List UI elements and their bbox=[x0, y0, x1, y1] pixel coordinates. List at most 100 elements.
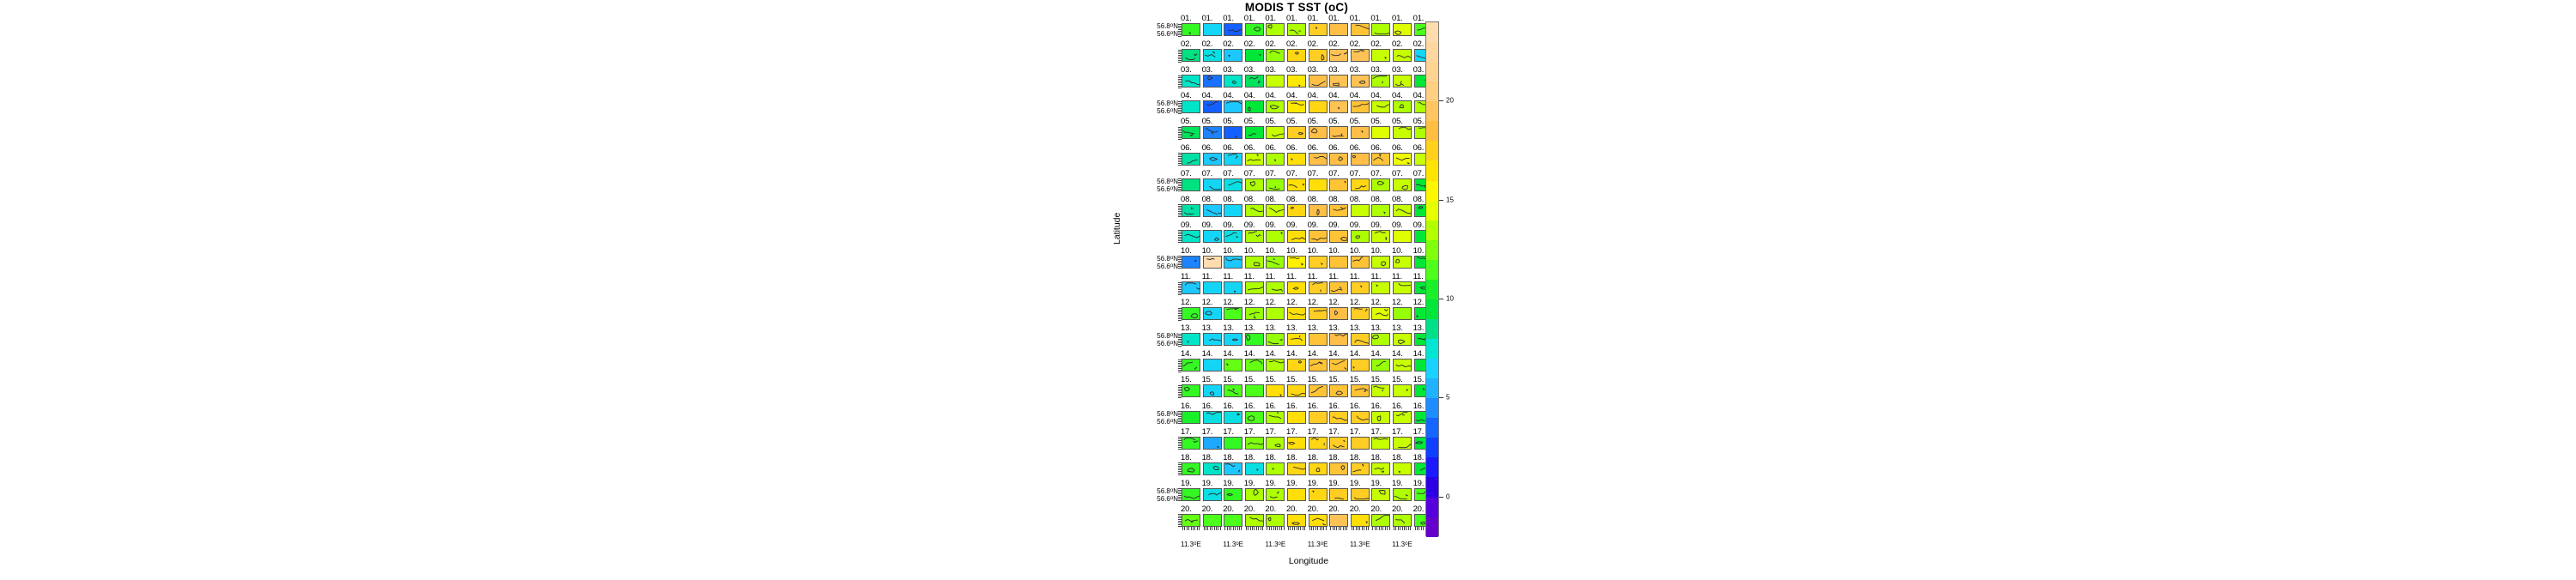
map-panel[interactable]: 06. bbox=[1350, 143, 1371, 170]
map-panel[interactable]: 14. bbox=[1350, 350, 1371, 376]
map-panel[interactable]: 10. bbox=[1202, 246, 1224, 273]
map-panel[interactable]: 16. bbox=[1202, 402, 1224, 428]
map-panel[interactable]: 13. bbox=[1178, 324, 1202, 350]
map-panel[interactable]: 12. bbox=[1178, 299, 1202, 324]
map-panel[interactable]: 13. bbox=[1223, 324, 1244, 350]
map-panel[interactable]: 14. bbox=[1178, 350, 1202, 376]
map-panel[interactable]: 08. bbox=[1350, 195, 1371, 221]
map-panel[interactable]: 05. bbox=[1286, 118, 1308, 143]
map-panel[interactable]: 01. bbox=[1392, 15, 1413, 40]
map-panel[interactable]: 15. bbox=[1392, 376, 1413, 402]
map-panel[interactable]: 08. bbox=[1328, 195, 1350, 221]
map-panel[interactable]: 03. bbox=[1223, 66, 1244, 92]
map-panel[interactable]: 19. bbox=[1223, 479, 1244, 505]
map-panel[interactable]: 08. bbox=[1370, 195, 1392, 221]
map-panel[interactable]: 18. bbox=[1308, 453, 1329, 480]
map-panel[interactable]: 02. bbox=[1244, 40, 1266, 66]
map-panel[interactable]: 20. bbox=[1286, 504, 1308, 531]
map-panel[interactable]: 03. bbox=[1286, 66, 1308, 92]
map-panel[interactable]: 17. bbox=[1370, 427, 1392, 454]
map-panel[interactable]: 09. bbox=[1286, 221, 1308, 247]
map-panel[interactable]: 12. bbox=[1202, 299, 1224, 324]
map-panel[interactable]: 07. bbox=[1244, 169, 1266, 196]
map-panel[interactable]: 04. bbox=[1286, 92, 1308, 118]
map-panel[interactable]: 08. bbox=[1178, 195, 1202, 221]
map-panel[interactable]: 18. bbox=[1370, 453, 1392, 480]
map-panel[interactable]: 18. bbox=[1392, 453, 1413, 480]
map-panel[interactable]: 06. bbox=[1265, 143, 1286, 170]
map-panel[interactable]: 08. bbox=[1244, 195, 1266, 221]
map-panel[interactable]: 01. bbox=[1178, 15, 1202, 40]
map-panel[interactable]: 20. bbox=[1392, 504, 1413, 531]
map-panel[interactable]: 15. bbox=[1223, 376, 1244, 402]
map-panel[interactable]: 03. bbox=[1265, 66, 1286, 92]
map-panel[interactable]: 17. bbox=[1392, 427, 1413, 454]
map-panel[interactable]: 20. bbox=[1244, 504, 1266, 531]
map-panel[interactable]: 01. bbox=[1286, 15, 1308, 40]
map-panel[interactable]: 14. bbox=[1328, 350, 1350, 376]
map-panel[interactable]: 16. bbox=[1308, 402, 1329, 428]
map-panel[interactable]: 13. bbox=[1328, 324, 1350, 350]
map-panel[interactable]: 08. bbox=[1223, 195, 1244, 221]
map-panel[interactable]: 05. bbox=[1350, 118, 1371, 143]
map-panel[interactable]: 11. bbox=[1350, 273, 1371, 299]
map-panel[interactable]: 05. bbox=[1223, 118, 1244, 143]
map-panel[interactable]: 06. bbox=[1178, 143, 1202, 170]
map-panel[interactable]: 04. bbox=[1178, 92, 1202, 118]
map-panel[interactable]: 04. bbox=[1392, 92, 1413, 118]
map-panel[interactable]: 05. bbox=[1265, 118, 1286, 143]
map-panel[interactable]: 10. bbox=[1392, 246, 1413, 273]
map-panel[interactable]: 09. bbox=[1202, 221, 1224, 247]
map-panel[interactable]: 02. bbox=[1178, 40, 1202, 66]
map-panel[interactable]: 06. bbox=[1202, 143, 1224, 170]
map-panel[interactable]: 05. bbox=[1392, 118, 1413, 143]
map-panel[interactable]: 20. bbox=[1223, 504, 1244, 531]
map-panel[interactable]: 04. bbox=[1328, 92, 1350, 118]
map-panel[interactable]: 15. bbox=[1308, 376, 1329, 402]
map-panel[interactable]: 01. bbox=[1328, 15, 1350, 40]
map-panel[interactable]: 11. bbox=[1244, 273, 1266, 299]
map-panel[interactable]: 16. bbox=[1265, 402, 1286, 428]
map-panel[interactable]: 11. bbox=[1286, 273, 1308, 299]
map-panel[interactable]: 02. bbox=[1202, 40, 1224, 66]
map-panel[interactable]: 07. bbox=[1370, 169, 1392, 196]
map-panel[interactable]: 10. bbox=[1286, 246, 1308, 273]
map-panel[interactable]: 08. bbox=[1265, 195, 1286, 221]
map-panel[interactable]: 18. bbox=[1244, 453, 1266, 480]
map-panel[interactable]: 17. bbox=[1328, 427, 1350, 454]
map-panel[interactable]: 14. bbox=[1286, 350, 1308, 376]
map-panel[interactable]: 01. bbox=[1370, 15, 1392, 40]
map-panel[interactable]: 01. bbox=[1223, 15, 1244, 40]
map-panel[interactable]: 12. bbox=[1223, 299, 1244, 324]
map-panel[interactable]: 10. bbox=[1350, 246, 1371, 273]
map-panel[interactable]: 12. bbox=[1328, 299, 1350, 324]
map-panel[interactable]: 18. bbox=[1223, 453, 1244, 480]
map-panel[interactable]: 19. bbox=[1308, 479, 1329, 505]
map-panel[interactable]: 07. bbox=[1178, 169, 1202, 196]
map-panel[interactable]: 19. bbox=[1178, 479, 1202, 505]
map-panel[interactable]: 12. bbox=[1244, 299, 1266, 324]
map-panel[interactable]: 04. bbox=[1244, 92, 1266, 118]
map-panel[interactable]: 03. bbox=[1244, 66, 1266, 92]
map-panel[interactable]: 11. bbox=[1223, 273, 1244, 299]
map-panel[interactable]: 13. bbox=[1370, 324, 1392, 350]
map-panel[interactable]: 07. bbox=[1392, 169, 1413, 196]
map-panel[interactable]: 20. bbox=[1328, 504, 1350, 531]
map-panel[interactable]: 10. bbox=[1223, 246, 1244, 273]
map-panel[interactable]: 14. bbox=[1265, 350, 1286, 376]
map-panel[interactable]: 18. bbox=[1350, 453, 1371, 480]
map-panel[interactable]: 14. bbox=[1202, 350, 1224, 376]
map-panel[interactable]: 09. bbox=[1223, 221, 1244, 247]
map-panel[interactable]: 16. bbox=[1178, 402, 1202, 428]
map-panel[interactable]: 11. bbox=[1328, 273, 1350, 299]
map-panel[interactable]: 12. bbox=[1350, 299, 1371, 324]
map-panel[interactable]: 14. bbox=[1244, 350, 1266, 376]
map-panel[interactable]: 20. bbox=[1265, 504, 1286, 531]
map-panel[interactable]: 19. bbox=[1328, 479, 1350, 505]
map-panel[interactable]: 07. bbox=[1286, 169, 1308, 196]
map-panel[interactable]: 18. bbox=[1328, 453, 1350, 480]
map-panel[interactable]: 11. bbox=[1370, 273, 1392, 299]
map-panel[interactable]: 05. bbox=[1202, 118, 1224, 143]
map-panel[interactable]: 11. bbox=[1178, 273, 1202, 299]
map-panel[interactable]: 16. bbox=[1392, 402, 1413, 428]
